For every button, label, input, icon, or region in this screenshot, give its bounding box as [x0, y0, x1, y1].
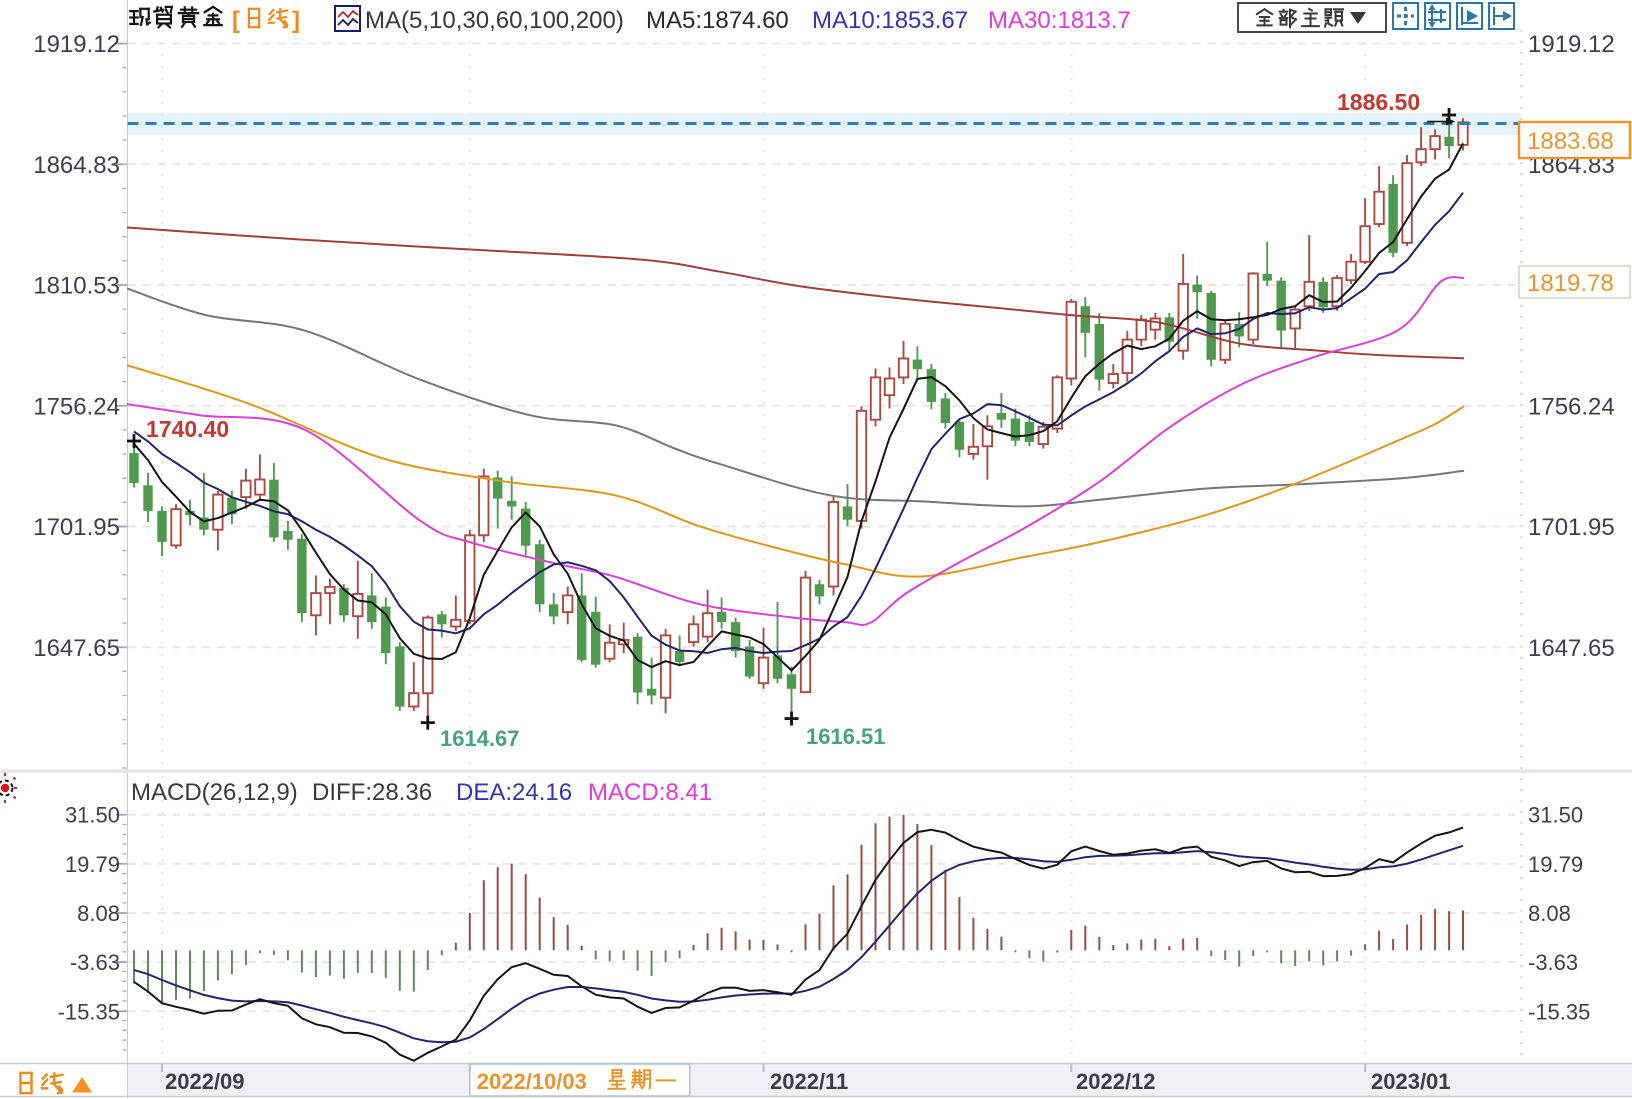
svg-text:8.08: 8.08 — [77, 901, 120, 926]
svg-text:1883.68: 1883.68 — [1527, 128, 1614, 155]
svg-text:DEA:24.16: DEA:24.16 — [456, 779, 572, 806]
svg-text:[: [ — [232, 7, 240, 34]
svg-text:2022/11: 2022/11 — [770, 1069, 848, 1094]
svg-text:1886.50: 1886.50 — [1337, 89, 1420, 115]
svg-text:31.50: 31.50 — [1528, 803, 1583, 828]
svg-text:1819.78: 1819.78 — [1527, 270, 1614, 297]
svg-text:1864.83: 1864.83 — [33, 152, 120, 179]
svg-text:19.79: 19.79 — [1528, 852, 1583, 877]
svg-text:1647.65: 1647.65 — [1528, 635, 1615, 662]
svg-text:]: ] — [292, 7, 300, 34]
svg-text:-3.63: -3.63 — [70, 950, 120, 975]
svg-text:1810.53: 1810.53 — [33, 273, 120, 300]
svg-text:1701.95: 1701.95 — [33, 514, 120, 541]
svg-text:MA10:1853.67: MA10:1853.67 — [812, 7, 968, 34]
svg-text:19.79: 19.79 — [65, 852, 120, 877]
svg-text:MACD:8.41: MACD:8.41 — [588, 779, 712, 806]
svg-text:MA5:1874.60: MA5:1874.60 — [646, 7, 789, 34]
svg-text:MA30:1813.7: MA30:1813.7 — [988, 7, 1131, 34]
svg-text:2023/01: 2023/01 — [1371, 1069, 1451, 1094]
svg-text:1701.95: 1701.95 — [1528, 514, 1615, 541]
svg-text:MA(5,10,30,60,100,200): MA(5,10,30,60,100,200) — [365, 7, 624, 34]
svg-text:1647.65: 1647.65 — [33, 635, 120, 662]
svg-text:1919.12: 1919.12 — [1528, 31, 1615, 58]
svg-text:2022/12: 2022/12 — [1076, 1069, 1156, 1094]
svg-text:DIFF:28.36: DIFF:28.36 — [312, 779, 432, 806]
svg-text:1756.24: 1756.24 — [1528, 393, 1615, 420]
svg-text:-15.35: -15.35 — [1528, 999, 1590, 1024]
svg-text:1756.24: 1756.24 — [33, 393, 120, 420]
svg-text:MACD(26,12,9): MACD(26,12,9) — [131, 779, 298, 806]
svg-text:1616.51: 1616.51 — [806, 724, 886, 749]
svg-text:8.08: 8.08 — [1528, 901, 1571, 926]
svg-text:1919.12: 1919.12 — [33, 31, 120, 58]
svg-text:-15.35: -15.35 — [58, 999, 120, 1024]
svg-text:2022/10/03: 2022/10/03 — [477, 1069, 587, 1094]
svg-text:-3.63: -3.63 — [1528, 950, 1578, 975]
svg-text:1740.40: 1740.40 — [146, 416, 229, 442]
svg-text:1614.67: 1614.67 — [440, 726, 520, 751]
svg-text:2022/09: 2022/09 — [165, 1069, 245, 1094]
svg-text:31.50: 31.50 — [65, 803, 120, 828]
